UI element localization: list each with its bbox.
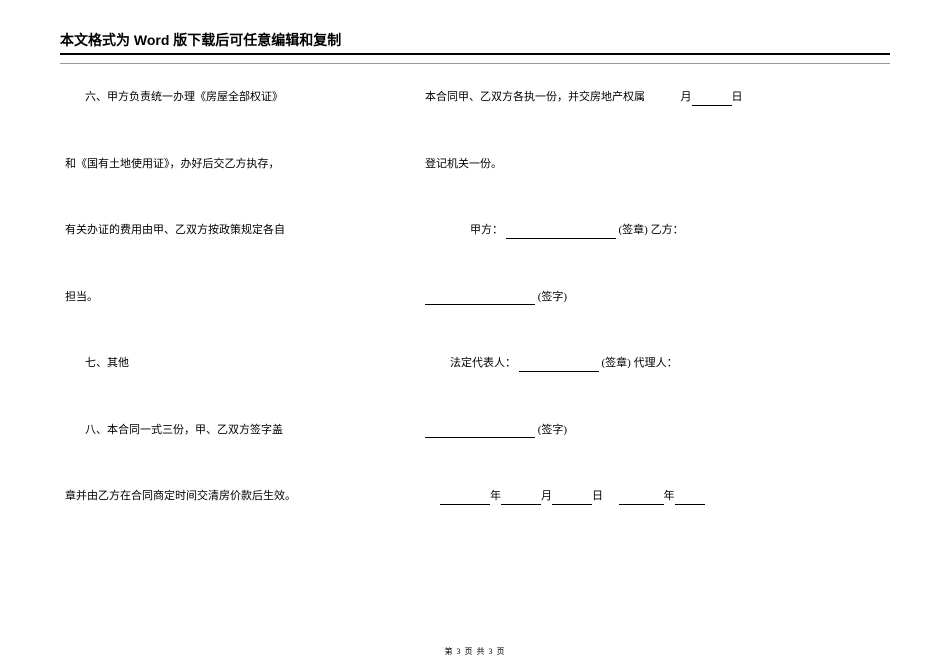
party-a-blank (506, 225, 616, 239)
row1-month-label: 月 (681, 91, 692, 103)
row6-right: (签字) (410, 422, 890, 439)
header-divider (60, 63, 890, 64)
month2-blank (501, 491, 541, 505)
row1-left: 六、甲方负责统一办理《房屋全部权证》 (60, 89, 410, 106)
row5-left: 七、其他 (60, 355, 410, 372)
row3-left: 有关办证的费用由甲、乙双方按政策规定各自 (60, 222, 410, 239)
content-row-2: 和《国有土地使用证》，办好后交乙方执存， 登记机关一份。 (60, 156, 890, 173)
row1-right: 本合同甲、乙双方各执一份，并交房地产权属 月 日 (410, 89, 890, 106)
month-blank (692, 92, 732, 106)
sign-blank-2 (425, 424, 535, 438)
year2-label: 年 (664, 490, 675, 502)
row1-right-text: 本合同甲、乙双方各执一份，并交房地产权属 (425, 91, 645, 103)
footer-suffix: 页 (494, 647, 506, 656)
footer-prefix: 第 (445, 647, 457, 656)
row3-prefix: 甲方： (470, 224, 503, 236)
row6-suffix: (签字) (538, 424, 567, 436)
row5-prefix: 法定代表人： (450, 357, 516, 369)
row4-left: 担当。 (60, 289, 410, 306)
content-row-1: 六、甲方负责统一办理《房屋全部权证》 本合同甲、乙双方各执一份，并交房地产权属 … (60, 89, 890, 106)
row5-right: 法定代表人： (签章) 代理人： (410, 355, 890, 372)
row4-suffix: (签字) (538, 291, 567, 303)
content-row-7: 章并由乙方在合同商定时间交清房价款后生效。 年 月 日 年 (60, 488, 890, 505)
sign-blank-1 (425, 291, 535, 305)
year1-label: 年 (490, 490, 501, 502)
content-row-5: 七、其他 法定代表人： (签章) 代理人： (60, 355, 890, 372)
row7-left: 章并由乙方在合同商定时间交清房价款后生效。 (60, 488, 410, 505)
page-footer: 第 3 页 共 3 页 (0, 646, 950, 657)
year2-blank (619, 491, 664, 505)
legal-rep-blank (519, 358, 599, 372)
row1-day-label: 日 (732, 91, 743, 103)
document-header: 本文格式为 Word 版下载后可任意编辑和复制 (60, 30, 890, 55)
tail-blank (675, 491, 705, 505)
row6-left: 八、本合同一式三份，甲、乙双方签字盖 (60, 422, 410, 439)
row2-right: 登记机关一份。 (410, 156, 890, 173)
row3-right: 甲方： (签章) 乙方： (410, 222, 890, 239)
footer-mid: 页 共 (462, 647, 489, 656)
row5-suffix: (签章) 代理人： (602, 357, 678, 369)
row2-left: 和《国有土地使用证》，办好后交乙方执存， (60, 156, 410, 173)
content-row-4: 担当。 (签字) (60, 289, 890, 306)
day2-blank (552, 491, 592, 505)
document-body: 六、甲方负责统一办理《房屋全部权证》 本合同甲、乙双方各执一份，并交房地产权属 … (60, 89, 890, 505)
month-label: 月 (541, 490, 552, 502)
day-label: 日 (592, 490, 603, 502)
content-row-6: 八、本合同一式三份，甲、乙双方签字盖 (签字) (60, 422, 890, 439)
row7-right: 年月日 年 (410, 488, 890, 505)
row4-right: (签字) (410, 289, 890, 306)
content-row-3: 有关办证的费用由甲、乙双方按政策规定各自 甲方： (签章) 乙方： (60, 222, 890, 239)
year1-blank (440, 491, 490, 505)
row3-suffix: (签章) 乙方： (619, 224, 684, 236)
